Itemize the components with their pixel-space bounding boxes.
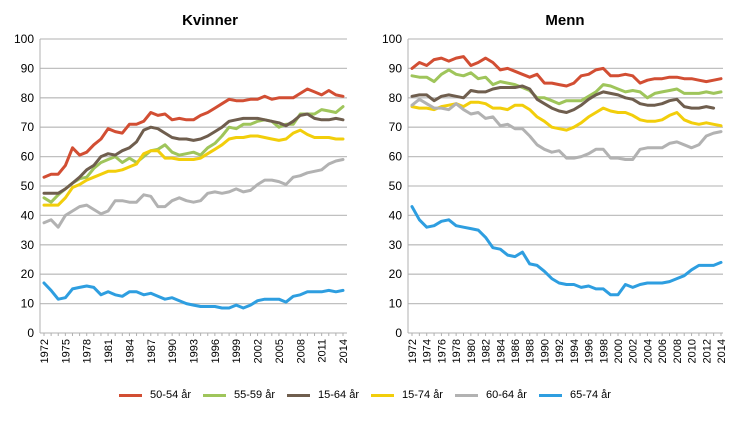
y-tick-label: 50 xyxy=(389,179,403,193)
legend-label: 60-64 år xyxy=(485,389,527,401)
x-tick-label: 2008 xyxy=(672,339,684,363)
y-tick-label: 50 xyxy=(21,179,35,193)
x-tick-label: 2012 xyxy=(701,339,713,363)
y-tick-label: 70 xyxy=(389,120,403,134)
series-line-60-64 xyxy=(410,97,723,161)
x-tick-label: 1984 xyxy=(124,339,136,363)
y-tick-label: 100 xyxy=(382,32,402,46)
x-tick-label: 2005 xyxy=(274,339,286,363)
x-tick-label: 1972 xyxy=(407,339,419,363)
legend-swatch xyxy=(371,393,394,397)
y-tick-label: 20 xyxy=(21,267,35,281)
series-line-15-74 xyxy=(410,100,723,132)
y-tick-label: 0 xyxy=(395,326,402,340)
x-tick-label: 1975 xyxy=(60,339,72,363)
y-tick-label: 80 xyxy=(389,91,403,105)
x-tick-label: 1990 xyxy=(167,339,179,363)
legend-item: 60-64 år xyxy=(454,389,527,401)
y-tick-label: 10 xyxy=(21,297,35,311)
y-tick-label: 90 xyxy=(21,61,35,75)
legend-item: 15-74 år xyxy=(371,389,443,401)
x-tick-label: 2000 xyxy=(613,339,625,363)
x-tick-label: 2002 xyxy=(628,339,640,363)
x-tick-label: 2010 xyxy=(687,339,699,363)
series-line-15-64 xyxy=(410,84,716,114)
legend-swatch xyxy=(287,393,311,397)
y-tick-label: 40 xyxy=(389,208,403,222)
x-tick-label: 2014 xyxy=(338,339,350,363)
legend-swatch xyxy=(454,393,478,397)
x-tick-label: 1998 xyxy=(598,339,610,363)
x-tick-label: 1974 xyxy=(422,339,434,363)
y-tick-label: 20 xyxy=(389,267,403,281)
x-tick-label: 1980 xyxy=(466,339,478,363)
legend-swatch xyxy=(119,393,143,397)
legend-label: 15-64 år xyxy=(318,389,359,401)
y-tick-label: 0 xyxy=(27,326,34,340)
x-tick-label: 1981 xyxy=(103,339,115,363)
x-tick-label: 1993 xyxy=(189,339,201,363)
legend-item: 50-54 år xyxy=(119,389,191,401)
x-tick-label: 1976 xyxy=(436,339,448,363)
series-line-15-64 xyxy=(42,112,345,195)
series-line-65-74 xyxy=(42,281,345,310)
series-line-55-59 xyxy=(42,105,345,204)
y-tick-label: 70 xyxy=(21,120,35,134)
y-tick-label: 60 xyxy=(21,150,35,164)
legend-swatch xyxy=(203,393,227,397)
series-line-60-64 xyxy=(42,158,345,229)
legend: 50-54 år 55-59 år 15-64 år 15-74 år 60-6… xyxy=(0,383,730,407)
series-line-15-74 xyxy=(42,128,345,207)
x-tick-label: 2014 xyxy=(716,339,728,363)
y-tick-label: 30 xyxy=(389,238,403,252)
legend-label: 50-54 år xyxy=(150,389,192,401)
x-tick-label: 1999 xyxy=(231,339,243,363)
x-tick-label: 1996 xyxy=(584,339,596,363)
y-tick-label: 80 xyxy=(21,91,35,105)
y-tick-label: 30 xyxy=(21,238,35,252)
legend-item: 65-74 år xyxy=(538,389,611,401)
x-tick-label: 2002 xyxy=(253,339,265,363)
x-tick-label: 2008 xyxy=(295,339,307,363)
x-tick-label: 1978 xyxy=(451,339,463,363)
x-tick-label: 1996 xyxy=(210,339,222,363)
x-tick-label: 2011 xyxy=(317,339,329,363)
x-tick-label: 1978 xyxy=(82,339,94,363)
series-line-50-54 xyxy=(42,87,345,179)
y-tick-label: 60 xyxy=(389,150,403,164)
x-tick-label: 1992 xyxy=(554,339,566,363)
x-tick-label: 1984 xyxy=(495,339,507,363)
y-tick-label: 90 xyxy=(389,61,403,75)
legend-item: 15-64 år xyxy=(287,389,359,401)
legend-label: 65-74 år xyxy=(569,389,611,401)
chart-title: Menn xyxy=(545,12,584,29)
x-tick-label: 1990 xyxy=(539,339,551,363)
series-line-50-54 xyxy=(410,55,723,88)
legend-label: 55-59 år xyxy=(234,389,276,401)
series-line-55-59 xyxy=(410,68,723,106)
x-tick-label: 1986 xyxy=(510,339,522,363)
y-tick-label: 100 xyxy=(14,32,34,46)
chart-title: Kvinner xyxy=(182,12,238,29)
chart-kvinner: Kvinner 0 10 20 30 40 50 60 70 80 90 100 1972 1975 19… xyxy=(14,12,350,363)
x-tick-label: 1982 xyxy=(481,339,493,363)
x-tick-label: 2006 xyxy=(657,339,669,363)
series-line-65-74 xyxy=(410,205,723,297)
x-tick-label: 1987 xyxy=(146,339,158,363)
y-tick-label: 40 xyxy=(21,208,35,222)
x-tick-label: 1994 xyxy=(569,339,581,363)
legend-swatch xyxy=(538,393,562,397)
x-tick-label: 1988 xyxy=(525,339,537,363)
legend-item: 55-59 år xyxy=(203,389,275,401)
x-tick-label: 1972 xyxy=(39,339,51,363)
legend-label: 15-74 år xyxy=(402,389,443,401)
x-tick-label: 2004 xyxy=(642,339,654,363)
y-tick-label: 10 xyxy=(389,297,403,311)
